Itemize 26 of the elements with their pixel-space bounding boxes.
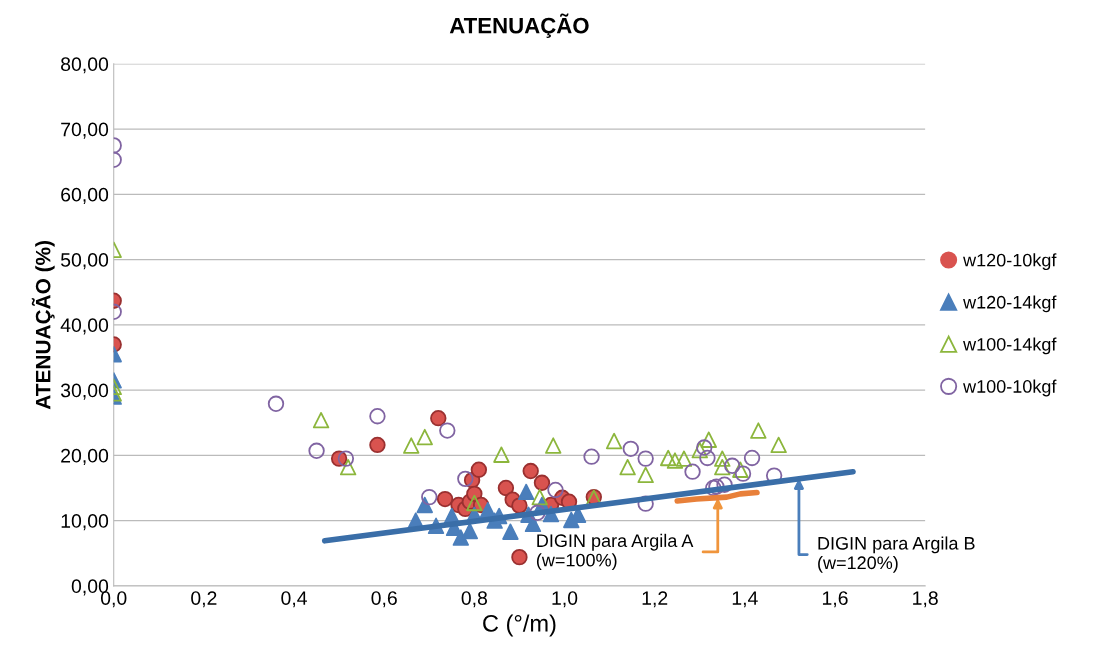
annotation: DIGIN para Argila A (w=100%) <box>536 533 694 571</box>
y-tick-label: 30,00 <box>60 383 109 400</box>
y-tick-label: 60,00 <box>61 187 109 204</box>
x-tick-label: 1,2 <box>642 591 668 608</box>
y-tick-label: 40,00 <box>60 318 109 335</box>
x-tick-label: 1,6 <box>822 591 848 608</box>
y-tick-label: 50,00 <box>60 253 109 270</box>
y-axis-title: ATENUAÇÃO (%) <box>31 241 55 410</box>
chart-title: ATENUAÇÃO <box>449 13 589 38</box>
y-tick-label: 70,00 <box>61 122 109 139</box>
y-tick-label: 20,00 <box>61 448 109 465</box>
x-axis-title: C (°/m) <box>483 614 556 637</box>
x-tick-label: 0,8 <box>461 591 488 608</box>
x-tick-label: 0,2 <box>191 591 217 608</box>
x-tick-label: 0,6 <box>371 591 397 608</box>
x-tick-label: 1,8 <box>913 591 938 608</box>
legend-label: w120-14kgf <box>963 295 1057 313</box>
y-tick-label: 80,00 <box>61 57 109 74</box>
legend-label: w100-14kgf <box>963 337 1057 355</box>
x-tick-label: 1,0 <box>552 591 578 608</box>
legend-label: w100-10kgf <box>963 379 1057 397</box>
x-tick-label: 0,4 <box>281 591 307 608</box>
y-tick-label: 10,00 <box>61 514 109 531</box>
x-tick-label: 1,4 <box>732 591 758 608</box>
legend-label: w120-10kgf <box>963 253 1057 271</box>
annotation: DIGIN para Argila B (w=120%) <box>818 536 975 573</box>
